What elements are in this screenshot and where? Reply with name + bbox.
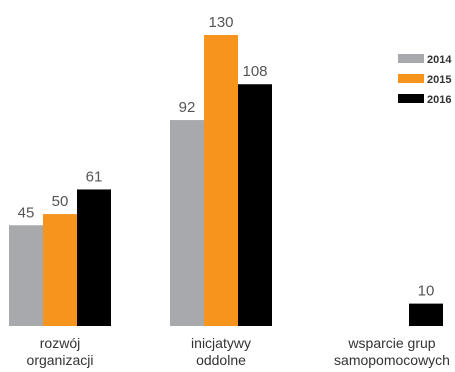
bar-2016-1 xyxy=(238,84,272,326)
value-label-2015-0: 50 xyxy=(52,193,69,210)
value-label-2016-0: 61 xyxy=(86,168,103,185)
bars-group xyxy=(9,35,443,326)
legend-label-2015: 2015 xyxy=(427,74,451,86)
bar-2014-1 xyxy=(170,120,204,326)
bar-2015-0 xyxy=(43,214,77,326)
value-label-2015-1: 130 xyxy=(208,14,233,31)
legend-label-2014: 2014 xyxy=(427,54,452,66)
bar-2015-1 xyxy=(204,35,238,326)
value-label-2014-0: 45 xyxy=(18,204,35,221)
value-label-2016-2: 10 xyxy=(418,283,435,300)
value-labels-group: 45 50 61 92 130 108 10 xyxy=(18,14,435,300)
value-label-2014-1: 92 xyxy=(179,99,196,116)
legend-swatch-2016 xyxy=(398,94,424,103)
category-label-0-1: organizacji xyxy=(27,352,94,368)
category-label-2-0: wsparcie grup xyxy=(347,335,435,351)
category-label-2-1: samopomocowych xyxy=(334,352,450,368)
bar-2016-0 xyxy=(77,189,111,326)
category-label-0-0: rozwój xyxy=(40,335,80,351)
legend: 2014 2015 2016 xyxy=(398,54,452,106)
bar-2016-2 xyxy=(409,303,443,326)
category-label-1-1: oddolne xyxy=(196,352,246,368)
legend-swatch-2015 xyxy=(398,74,424,83)
value-label-2016-1: 108 xyxy=(242,63,267,80)
bar-2014-0 xyxy=(9,225,43,326)
legend-label-2016: 2016 xyxy=(427,94,451,106)
legend-swatch-2014 xyxy=(398,54,424,63)
category-label-1-0: inicjatywy xyxy=(191,335,251,351)
